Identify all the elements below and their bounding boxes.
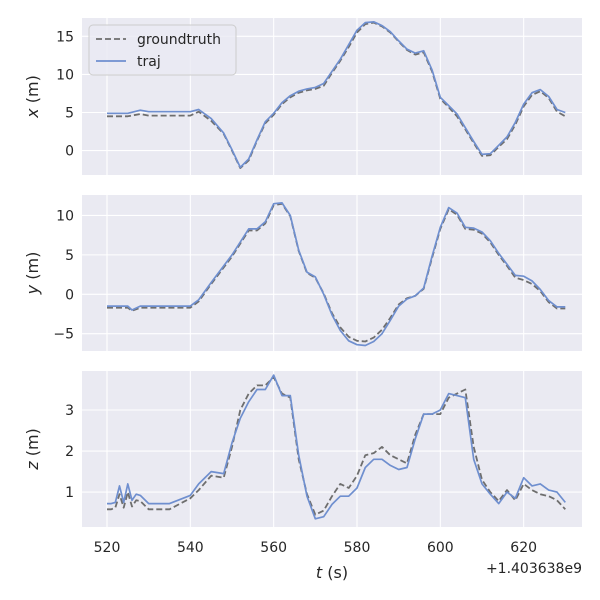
panel-3-traj-line: [107, 374, 566, 520]
panel-3-groundtruth-line: [107, 376, 566, 516]
panel-2-y-axis-label: y (m): [23, 252, 42, 296]
x-offset-label: +1.403638e9: [486, 561, 582, 577]
panel-1-y-tick-label: 5: [65, 106, 74, 122]
x-tick-label: 620: [510, 540, 537, 556]
legend-box: [88, 24, 237, 76]
legend-traj-label: traj: [137, 54, 161, 70]
x-axis-label: t (s): [316, 563, 348, 582]
x-tick-label: 520: [94, 540, 121, 556]
panel-1-y-axis-label: x (m): [23, 75, 42, 119]
panel-2-groundtruth-line: [107, 202, 566, 343]
x-tick-label: 600: [427, 540, 454, 556]
panel-3-background: [82, 371, 582, 527]
x-tick-label: 540: [177, 540, 204, 556]
panel-1-y-tick-label: 0: [65, 144, 74, 160]
panel-2-y-tick-label: 10: [56, 208, 74, 224]
panel-3-y-tick-label: 3: [65, 403, 74, 419]
legend-groundtruth-label: groundtruth: [137, 32, 221, 48]
x-tick-label: 580: [344, 540, 371, 556]
panel-3-y-tick-label: 2: [65, 444, 74, 460]
panel-3-y-tick-label: 1: [65, 485, 74, 501]
panel-2-y-tick-label: 5: [65, 248, 74, 264]
panel-2-background: [82, 195, 582, 351]
panel-1-traj-line: [107, 20, 566, 169]
panel-1-y-tick-label: 15: [56, 29, 74, 45]
x-tick-label: 560: [260, 540, 287, 556]
panel-2-y-tick-label: −5: [53, 327, 74, 343]
panel-2-traj-line: [107, 202, 566, 347]
panel-2-y-tick-label: 0: [65, 287, 74, 303]
panel-3-y-axis-label: z (m): [23, 428, 42, 471]
panel-1-y-tick-label: 10: [56, 67, 74, 83]
